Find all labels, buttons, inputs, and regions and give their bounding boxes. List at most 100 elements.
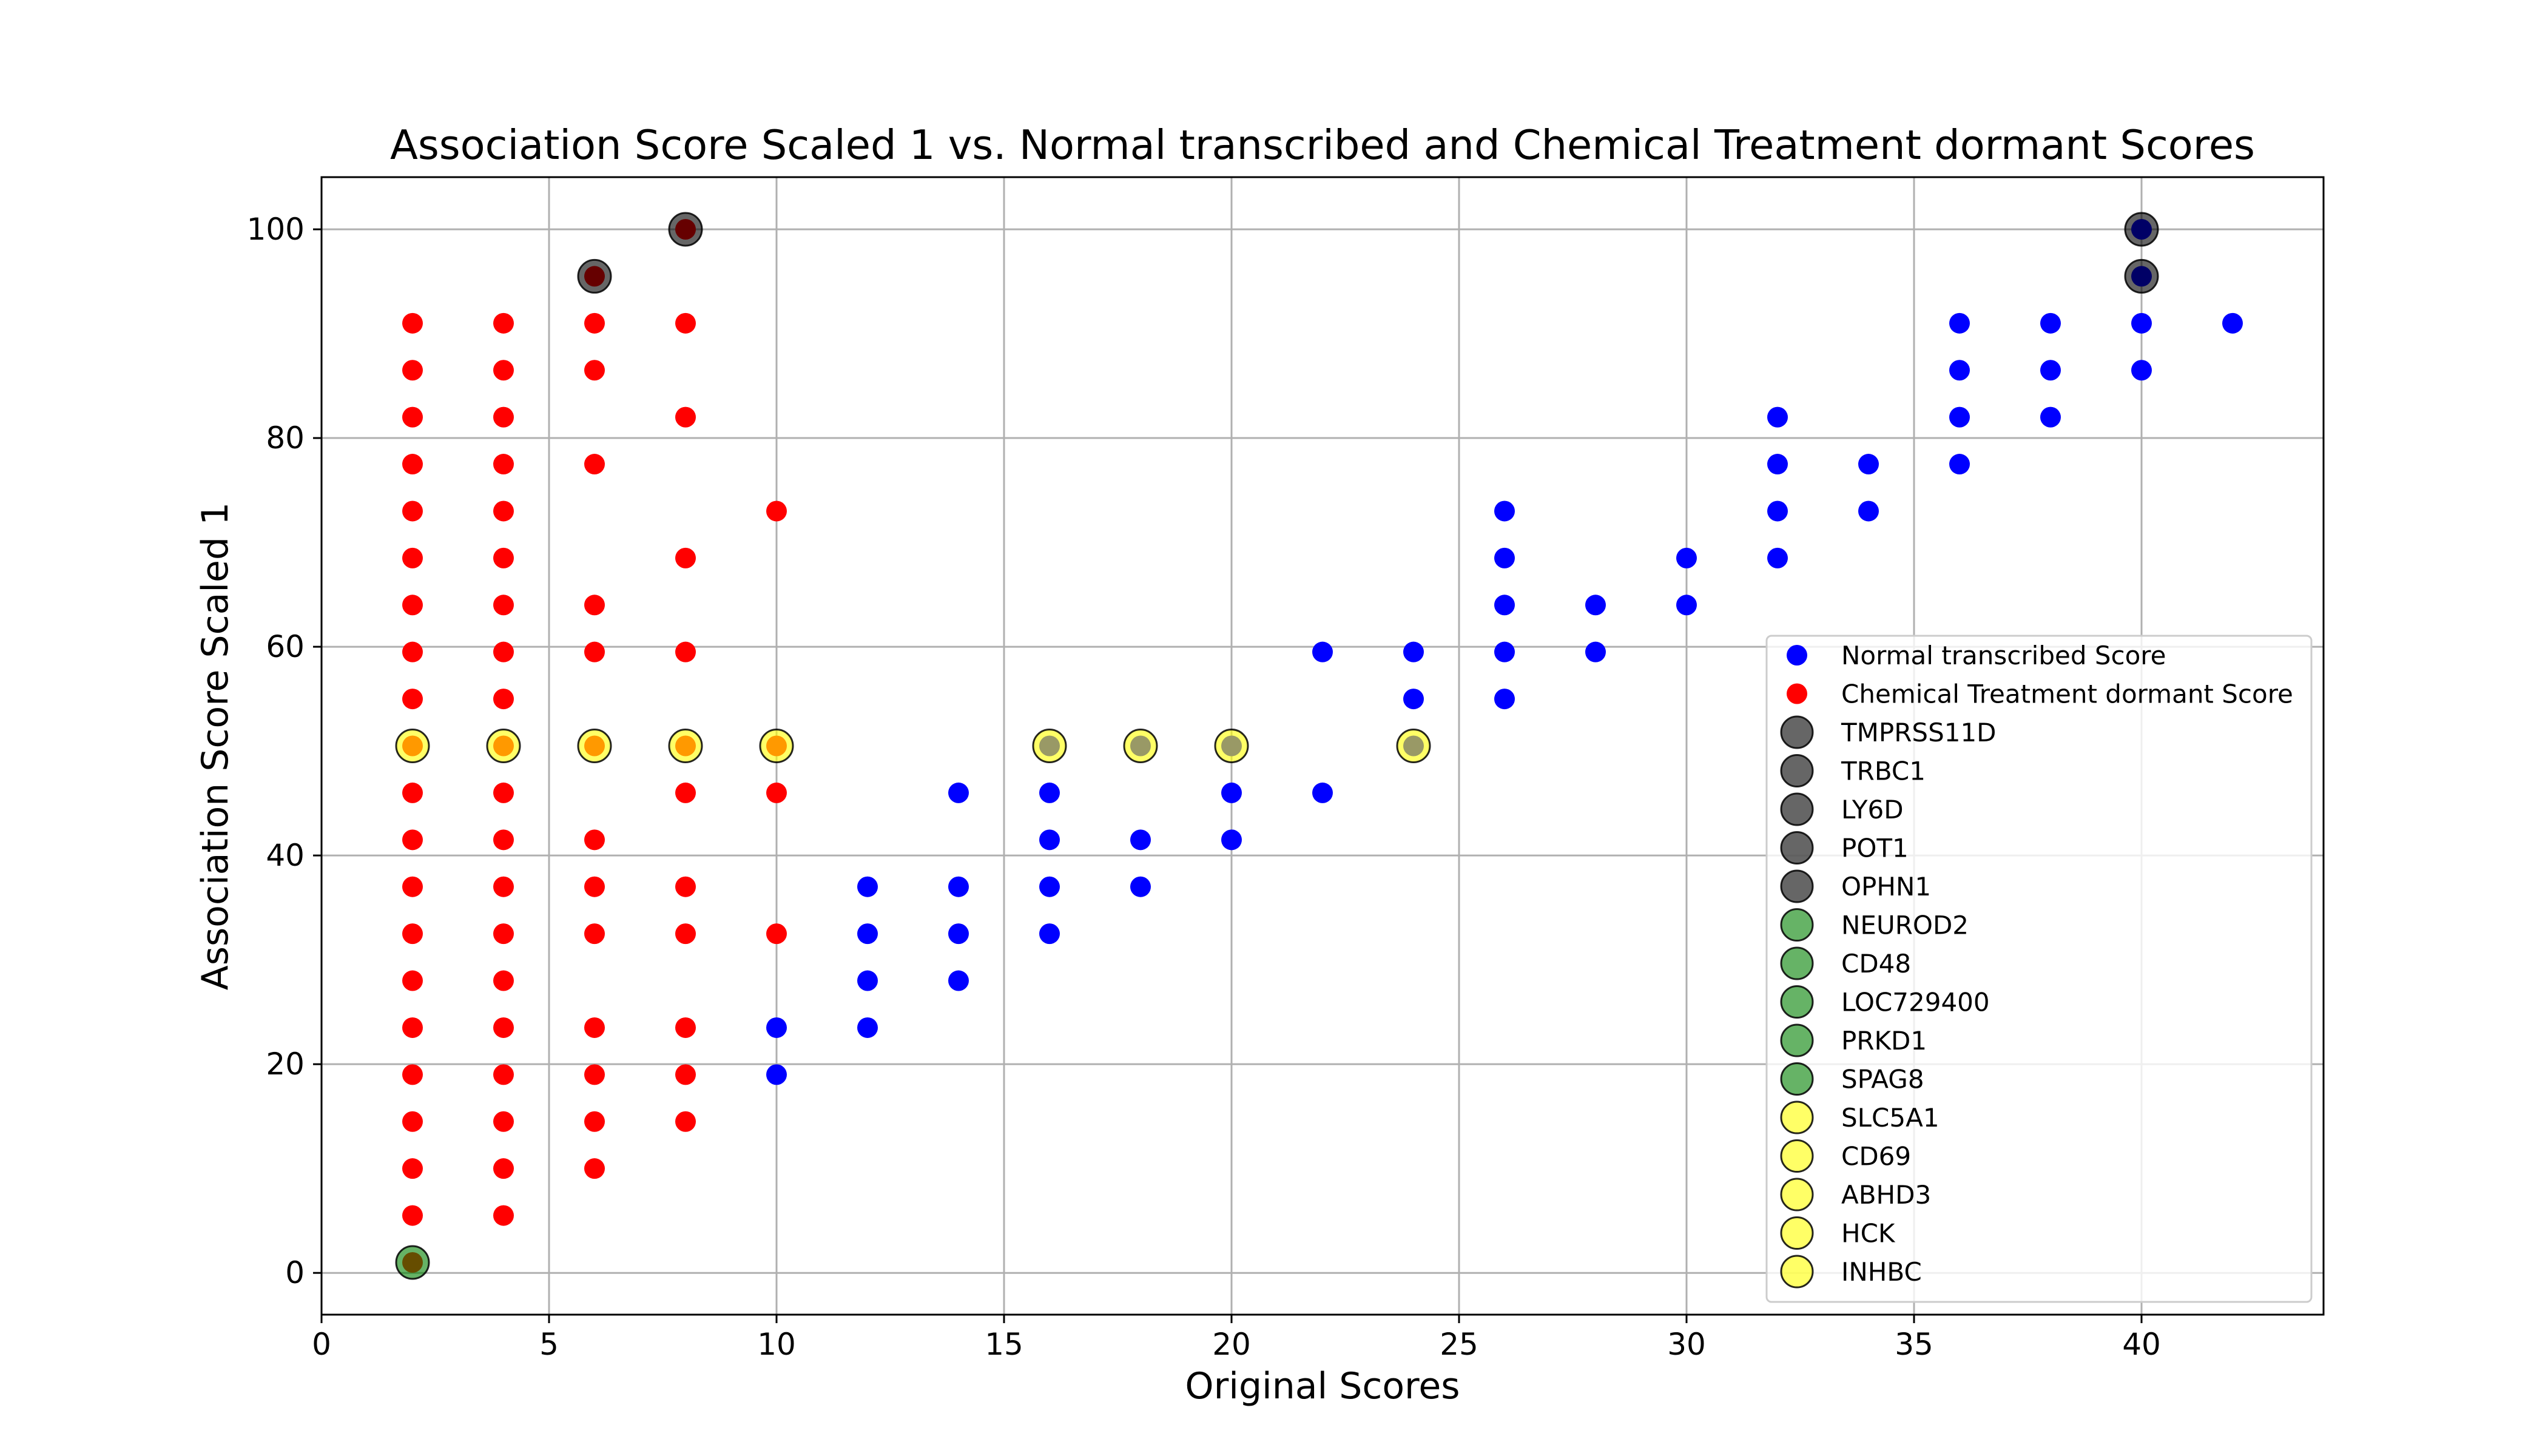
y-tick-label: 100: [247, 212, 305, 247]
highlight-point: [395, 729, 430, 763]
normal-transcribed-point: [1039, 876, 1060, 897]
chemical-treatment-point: [493, 454, 514, 475]
chemical-treatment-point: [402, 360, 423, 381]
axis-ticks: 0 5 10 15 20 25 30 35 40 0 20 40 60 80 100: [247, 212, 2161, 1362]
legend-label: LOC729400: [1841, 988, 1990, 1017]
normal-transcribed-point: [1039, 923, 1060, 945]
normal-transcribed-point: [1949, 406, 1970, 428]
normal-transcribed-point: [1767, 547, 1788, 568]
chemical-treatment-point: [675, 1111, 696, 1132]
legend-label: SLC5A1: [1841, 1103, 1940, 1133]
chemical-treatment-point: [675, 312, 696, 334]
normal-transcribed-point: [1494, 689, 1515, 710]
chemical-treatment-point: [493, 595, 514, 616]
legend-label: Normal transcribed Score: [1841, 641, 2166, 670]
chemical-treatment-point: [402, 500, 423, 522]
chemical-treatment-point: [402, 782, 423, 803]
legend-marker: [1780, 869, 1814, 903]
chemical-treatment-point: [766, 923, 787, 945]
highlight-point: [2124, 258, 2159, 294]
y-tick-label: 60: [266, 629, 305, 664]
normal-transcribed-point: [948, 970, 969, 991]
highlight-point: [486, 729, 521, 763]
legend-marker: [1780, 1178, 1814, 1212]
chemical-treatment-point: [493, 689, 514, 710]
normal-transcribed-point: [1221, 829, 1242, 851]
chart-title: Association Score Scaled 1 vs. Normal tr…: [390, 121, 2255, 169]
normal-transcribed-point: [1858, 454, 1879, 475]
x-tick-label: 20: [1212, 1327, 1251, 1362]
highlight-point: [1032, 729, 1067, 763]
normal-transcribed-point: [1494, 500, 1515, 522]
normal-transcribed-point: [1312, 782, 1333, 803]
chemical-treatment-point: [675, 1064, 696, 1085]
normal-transcribed-point: [1130, 829, 1151, 851]
chemical-treatment-point: [402, 970, 423, 991]
chemical-treatment-point: [402, 1064, 423, 1085]
x-axis-label: Original Scores: [1185, 1365, 1460, 1407]
legend-label: OPHN1: [1841, 872, 1931, 902]
normal-transcribed-point: [1858, 500, 1879, 522]
legend-marker: [1780, 1023, 1814, 1057]
normal-transcribed-point: [1585, 595, 1606, 616]
normal-transcribed-point: [1039, 829, 1060, 851]
chemical-treatment-point: [402, 454, 423, 475]
chemical-treatment-point: [766, 782, 787, 803]
legend: Normal transcribed Score Chemical Treatme…: [1765, 635, 2313, 1303]
chemical-treatment-point: [584, 454, 605, 475]
normal-transcribed-point: [857, 970, 878, 991]
normal-transcribed-point: [1403, 641, 1424, 662]
chemical-treatment-point: [584, 641, 605, 662]
legend-marker: [1780, 908, 1814, 942]
normal-transcribed-point: [1676, 595, 1697, 616]
highlight-point: [1396, 729, 1431, 763]
chemical-treatment-point: [493, 500, 514, 522]
normal-transcribed-point: [1221, 782, 1242, 803]
highlight-point: [1123, 729, 1158, 763]
normal-transcribed-point: [857, 1017, 878, 1038]
normal-transcribed-point: [1494, 547, 1515, 568]
legend-marker: [1780, 1216, 1814, 1250]
x-tick-label: 25: [1440, 1327, 1478, 1362]
normal-transcribed-point: [1676, 547, 1697, 568]
normal-transcribed-point: [1949, 312, 1970, 334]
chemical-treatment-point: [402, 312, 423, 334]
chemical-treatment-point: [675, 1017, 696, 1038]
chemical-treatment-point: [766, 500, 787, 522]
chemical-treatment-point: [402, 595, 423, 616]
data-points: [395, 212, 2243, 1280]
legend-marker: [1780, 1139, 1814, 1173]
normal-transcribed-point: [948, 876, 969, 897]
highlight-point: [1214, 729, 1249, 763]
chemical-treatment-point: [493, 1017, 514, 1038]
legend-label: PRKD1: [1841, 1026, 1927, 1056]
chemical-treatment-point: [493, 782, 514, 803]
legend-label: INHBC: [1841, 1257, 1922, 1287]
x-tick-label: 30: [1667, 1327, 1706, 1362]
x-tick-label: 35: [1895, 1327, 1933, 1362]
normal-transcribed-point: [1312, 641, 1333, 662]
chemical-treatment-point: [402, 1111, 423, 1132]
legend-marker: [1787, 645, 1807, 666]
normal-transcribed-point: [1767, 454, 1788, 475]
legend-label: TRBC1: [1841, 757, 1926, 786]
chemical-treatment-point: [584, 876, 605, 897]
x-tick-label: 15: [985, 1327, 1023, 1362]
chemical-treatment-point: [493, 1064, 514, 1085]
chemical-treatment-point: [675, 923, 696, 945]
normal-transcribed-point: [1949, 454, 1970, 475]
chemical-treatment-point: [675, 876, 696, 897]
chemical-treatment-point: [402, 1017, 423, 1038]
chemical-treatment-point: [402, 641, 423, 662]
y-axis-label: Association Score Scaled 1: [194, 502, 237, 991]
chemical-treatment-point: [584, 1111, 605, 1132]
chemical-treatment-point: [584, 1158, 605, 1179]
legend-label: CD48: [1841, 949, 1911, 979]
legend-marker: [1780, 985, 1814, 1019]
highlight-point: [2124, 212, 2159, 247]
x-tick-label: 10: [757, 1327, 796, 1362]
normal-transcribed-point: [1949, 360, 1970, 381]
normal-transcribed-point: [2222, 312, 2243, 334]
highlight-point: [395, 1245, 430, 1280]
